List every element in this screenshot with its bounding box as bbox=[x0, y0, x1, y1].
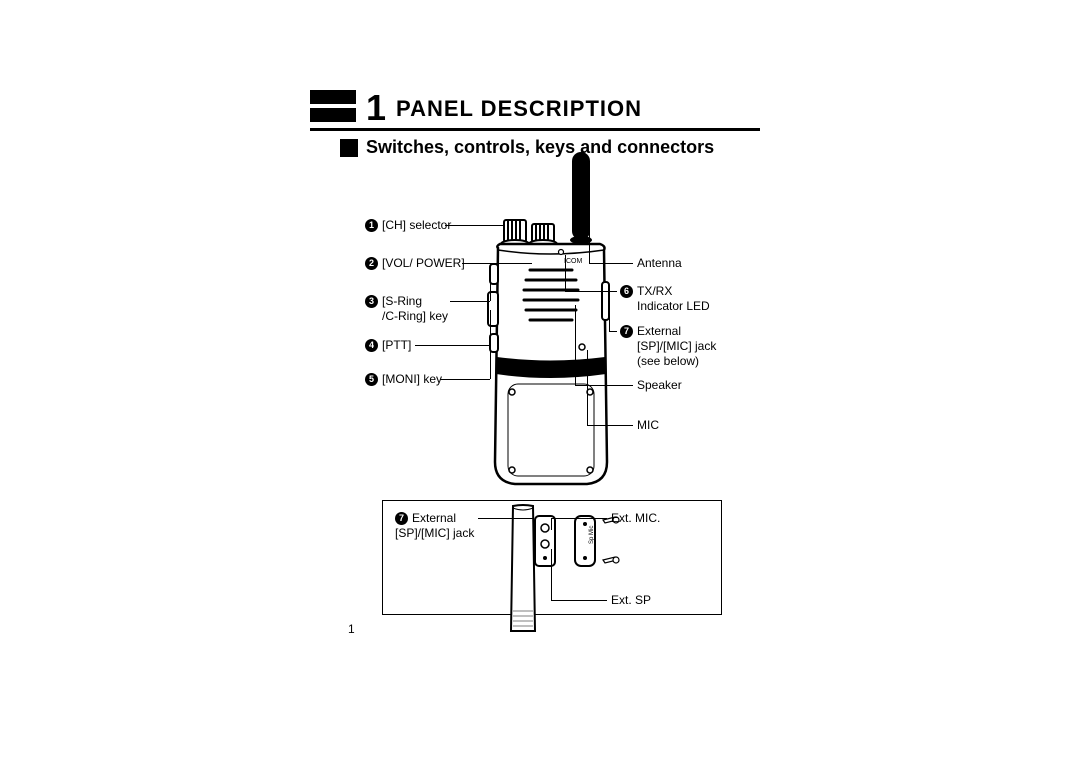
callout-text: Antenna bbox=[637, 256, 682, 270]
leader-line bbox=[490, 278, 491, 301]
leader-line bbox=[462, 263, 532, 264]
callout-ptt: 4 [PTT] bbox=[365, 338, 411, 353]
detail-callout-extsp: Ext. SP bbox=[611, 593, 651, 608]
callout-text: MIC bbox=[637, 418, 659, 432]
leader-line bbox=[565, 255, 566, 291]
detail-illustration: Sp Mic bbox=[503, 476, 663, 636]
leader-line bbox=[575, 385, 633, 386]
radio-illustration: ICOM bbox=[460, 152, 640, 497]
page-number: 1 bbox=[348, 622, 355, 636]
detail-callout-extmic: Ext. MIC. bbox=[611, 511, 660, 526]
callout-ch-selector: 1 [CH] selector bbox=[365, 218, 451, 233]
callout-text: Ext. MIC. bbox=[611, 511, 660, 525]
chapter-header: 1 PANEL DESCRIPTION bbox=[310, 90, 760, 131]
detail-callout-left: 7 External [SP]/[MIC] jack bbox=[395, 511, 474, 541]
leader-line bbox=[609, 331, 617, 332]
leader-line bbox=[490, 310, 491, 345]
callout-moni: 5 [MONI] key bbox=[365, 372, 442, 387]
callout-text: External bbox=[637, 324, 681, 338]
leader-line bbox=[551, 600, 607, 601]
callout-subtext: Indicator LED bbox=[637, 299, 710, 313]
detail-diagram-box: Sp Mic 7 External [SP]/[MIC] jack Ext. MI… bbox=[382, 500, 722, 615]
decor-bar bbox=[310, 108, 356, 122]
leader-line bbox=[587, 350, 588, 425]
callout-badge: 5 bbox=[365, 373, 378, 386]
callout-subtext: [SP]/[MIC] jack bbox=[637, 339, 716, 353]
leader-line bbox=[589, 263, 633, 264]
callout-text: TX/RX bbox=[637, 284, 672, 298]
callout-text: [MONI] key bbox=[382, 372, 442, 386]
chapter-title: PANEL DESCRIPTION bbox=[396, 96, 642, 126]
leader-line bbox=[589, 210, 590, 263]
callout-badge: 3 bbox=[365, 295, 378, 308]
callout-subtext: /C-Ring] key bbox=[382, 309, 448, 323]
decor-bar bbox=[310, 90, 356, 104]
callout-subtext: (see below) bbox=[637, 354, 699, 368]
callout-antenna: Antenna bbox=[637, 256, 682, 271]
callout-badge: 4 bbox=[365, 339, 378, 352]
callout-badge: 7 bbox=[620, 325, 633, 338]
callout-badge: 2 bbox=[365, 257, 378, 270]
leader-line bbox=[450, 301, 490, 302]
callout-subtext: [SP]/[MIC] jack bbox=[395, 526, 474, 540]
callout-vol-power: 2 [VOL/ POWER] bbox=[365, 256, 465, 271]
page-content: 1 PANEL DESCRIPTION Switches, controls, … bbox=[310, 90, 760, 158]
leader-line bbox=[440, 379, 490, 380]
callout-text: [VOL/ POWER] bbox=[382, 256, 465, 270]
callout-text: [PTT] bbox=[382, 338, 411, 352]
leader-line bbox=[551, 518, 607, 519]
callout-text: Ext. SP bbox=[611, 593, 651, 607]
callout-text: Speaker bbox=[637, 378, 682, 392]
leader-line bbox=[415, 345, 490, 346]
callout-badge: 7 bbox=[395, 512, 408, 525]
callout-badge: 1 bbox=[365, 219, 378, 232]
leader-line bbox=[445, 225, 505, 226]
leader-line bbox=[575, 305, 576, 385]
section-marker-icon bbox=[340, 139, 358, 157]
callout-txrx: 6 TX/RX Indicator LED bbox=[620, 284, 710, 314]
main-diagram: ICOM 1 [CH] selector bbox=[365, 200, 735, 500]
callout-badge: 6 bbox=[620, 285, 633, 298]
callout-speaker: Speaker bbox=[637, 378, 682, 393]
chapter-number: 1 bbox=[366, 90, 386, 126]
leader-line bbox=[565, 291, 617, 292]
leader-line bbox=[587, 425, 633, 426]
callout-text: External bbox=[412, 511, 456, 525]
callout-mic: MIC bbox=[637, 418, 659, 433]
callout-text: [S-Ring bbox=[382, 294, 422, 308]
leader-line bbox=[490, 345, 491, 379]
callout-text: [CH] selector bbox=[382, 218, 451, 232]
brand-label: ICOM bbox=[564, 258, 582, 265]
leader-line bbox=[551, 549, 552, 600]
leader-line bbox=[551, 518, 552, 530]
leader-line bbox=[478, 518, 533, 519]
leader-line bbox=[609, 300, 610, 331]
callout-ext-jack: 7 External [SP]/[MIC] jack (see below) bbox=[620, 324, 716, 369]
header-decor-bars bbox=[310, 90, 356, 122]
svg-text:Sp Mic: Sp Mic bbox=[589, 526, 595, 544]
callout-s-ring: 3 [S-Ring /C-Ring] key bbox=[365, 294, 448, 324]
